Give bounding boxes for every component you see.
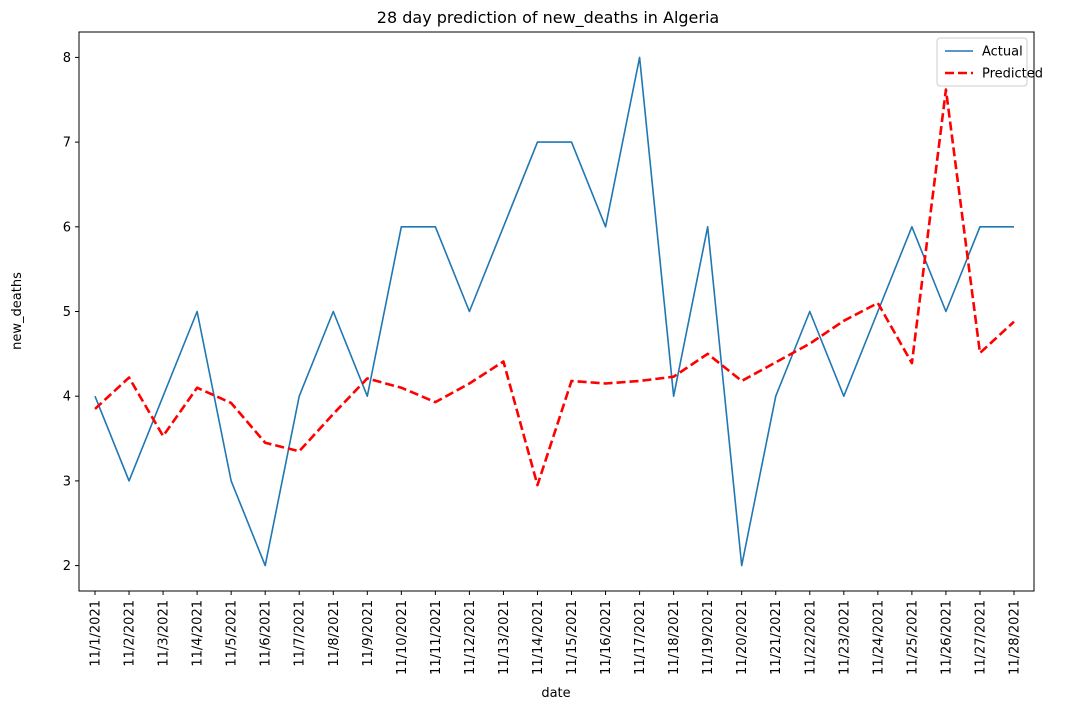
series-layer bbox=[94, 56, 1015, 567]
y-tick-label: 3 bbox=[63, 474, 71, 489]
x-tick-label: 11/5/2021 bbox=[225, 600, 240, 667]
x-tick-label: 11/7/2021 bbox=[293, 600, 308, 667]
series-line-predicted bbox=[94, 88, 1015, 487]
series-line-actual bbox=[94, 56, 1014, 567]
y-tick-label: 2 bbox=[63, 559, 71, 574]
x-axis: 11/1/2021 11/2/2021 11/3/2021 11/4/2021 11/5… bbox=[89, 591, 1023, 675]
y-axis: 2 3 4 5 6 7 8 bbox=[63, 51, 79, 574]
x-tick-label: 11/16/2021 bbox=[599, 600, 614, 675]
y-tick-label: 6 bbox=[63, 220, 71, 235]
x-tick-label: 11/28/2021 bbox=[1008, 600, 1023, 675]
x-tick-label: 11/27/2021 bbox=[973, 600, 988, 675]
x-tick-label: 11/9/2021 bbox=[361, 600, 376, 667]
y-tick-label: 7 bbox=[63, 136, 71, 151]
x-tick-label: 11/6/2021 bbox=[259, 600, 274, 667]
x-tick-label: 11/14/2021 bbox=[531, 600, 546, 675]
x-tick-label: 11/20/2021 bbox=[735, 600, 750, 675]
plot-area bbox=[78, 31, 1035, 592]
legend-label-actual: Actual bbox=[982, 45, 1023, 60]
legend: Actual Predicted bbox=[936, 37, 1043, 87]
x-tick-label: 11/2/2021 bbox=[123, 600, 138, 667]
x-tick-label: 11/10/2021 bbox=[395, 600, 410, 675]
x-tick-label: 11/11/2021 bbox=[429, 600, 444, 675]
chart-title: 28 day prediction of new_deaths in Alger… bbox=[377, 8, 719, 28]
x-tick-label: 11/26/2021 bbox=[939, 600, 954, 675]
x-axis-label: date bbox=[541, 686, 570, 701]
x-tick-label: 11/15/2021 bbox=[565, 600, 580, 675]
x-tick-label: 11/21/2021 bbox=[769, 600, 784, 675]
x-tick-label: 11/18/2021 bbox=[667, 600, 682, 675]
x-tick-label: 11/25/2021 bbox=[905, 600, 920, 675]
x-tick-label: 11/1/2021 bbox=[89, 600, 104, 667]
x-tick-label: 11/23/2021 bbox=[837, 600, 852, 675]
x-tick-label: 11/3/2021 bbox=[157, 600, 172, 667]
x-tick-label: 11/12/2021 bbox=[463, 600, 478, 675]
x-tick-label: 11/17/2021 bbox=[633, 600, 648, 675]
y-tick-label: 8 bbox=[63, 51, 71, 66]
legend-label-predicted: Predicted bbox=[982, 67, 1043, 82]
x-tick-label: 11/22/2021 bbox=[803, 600, 818, 675]
x-tick-label: 11/13/2021 bbox=[497, 600, 512, 675]
y-tick-label: 5 bbox=[63, 305, 71, 320]
y-axis-label: new_deaths bbox=[10, 272, 25, 350]
y-tick-label: 4 bbox=[63, 390, 71, 405]
x-tick-label: 11/4/2021 bbox=[191, 600, 206, 667]
x-tick-label: 11/8/2021 bbox=[327, 600, 342, 667]
x-tick-label: 11/24/2021 bbox=[871, 600, 886, 675]
x-tick-label: 11/19/2021 bbox=[701, 600, 716, 675]
